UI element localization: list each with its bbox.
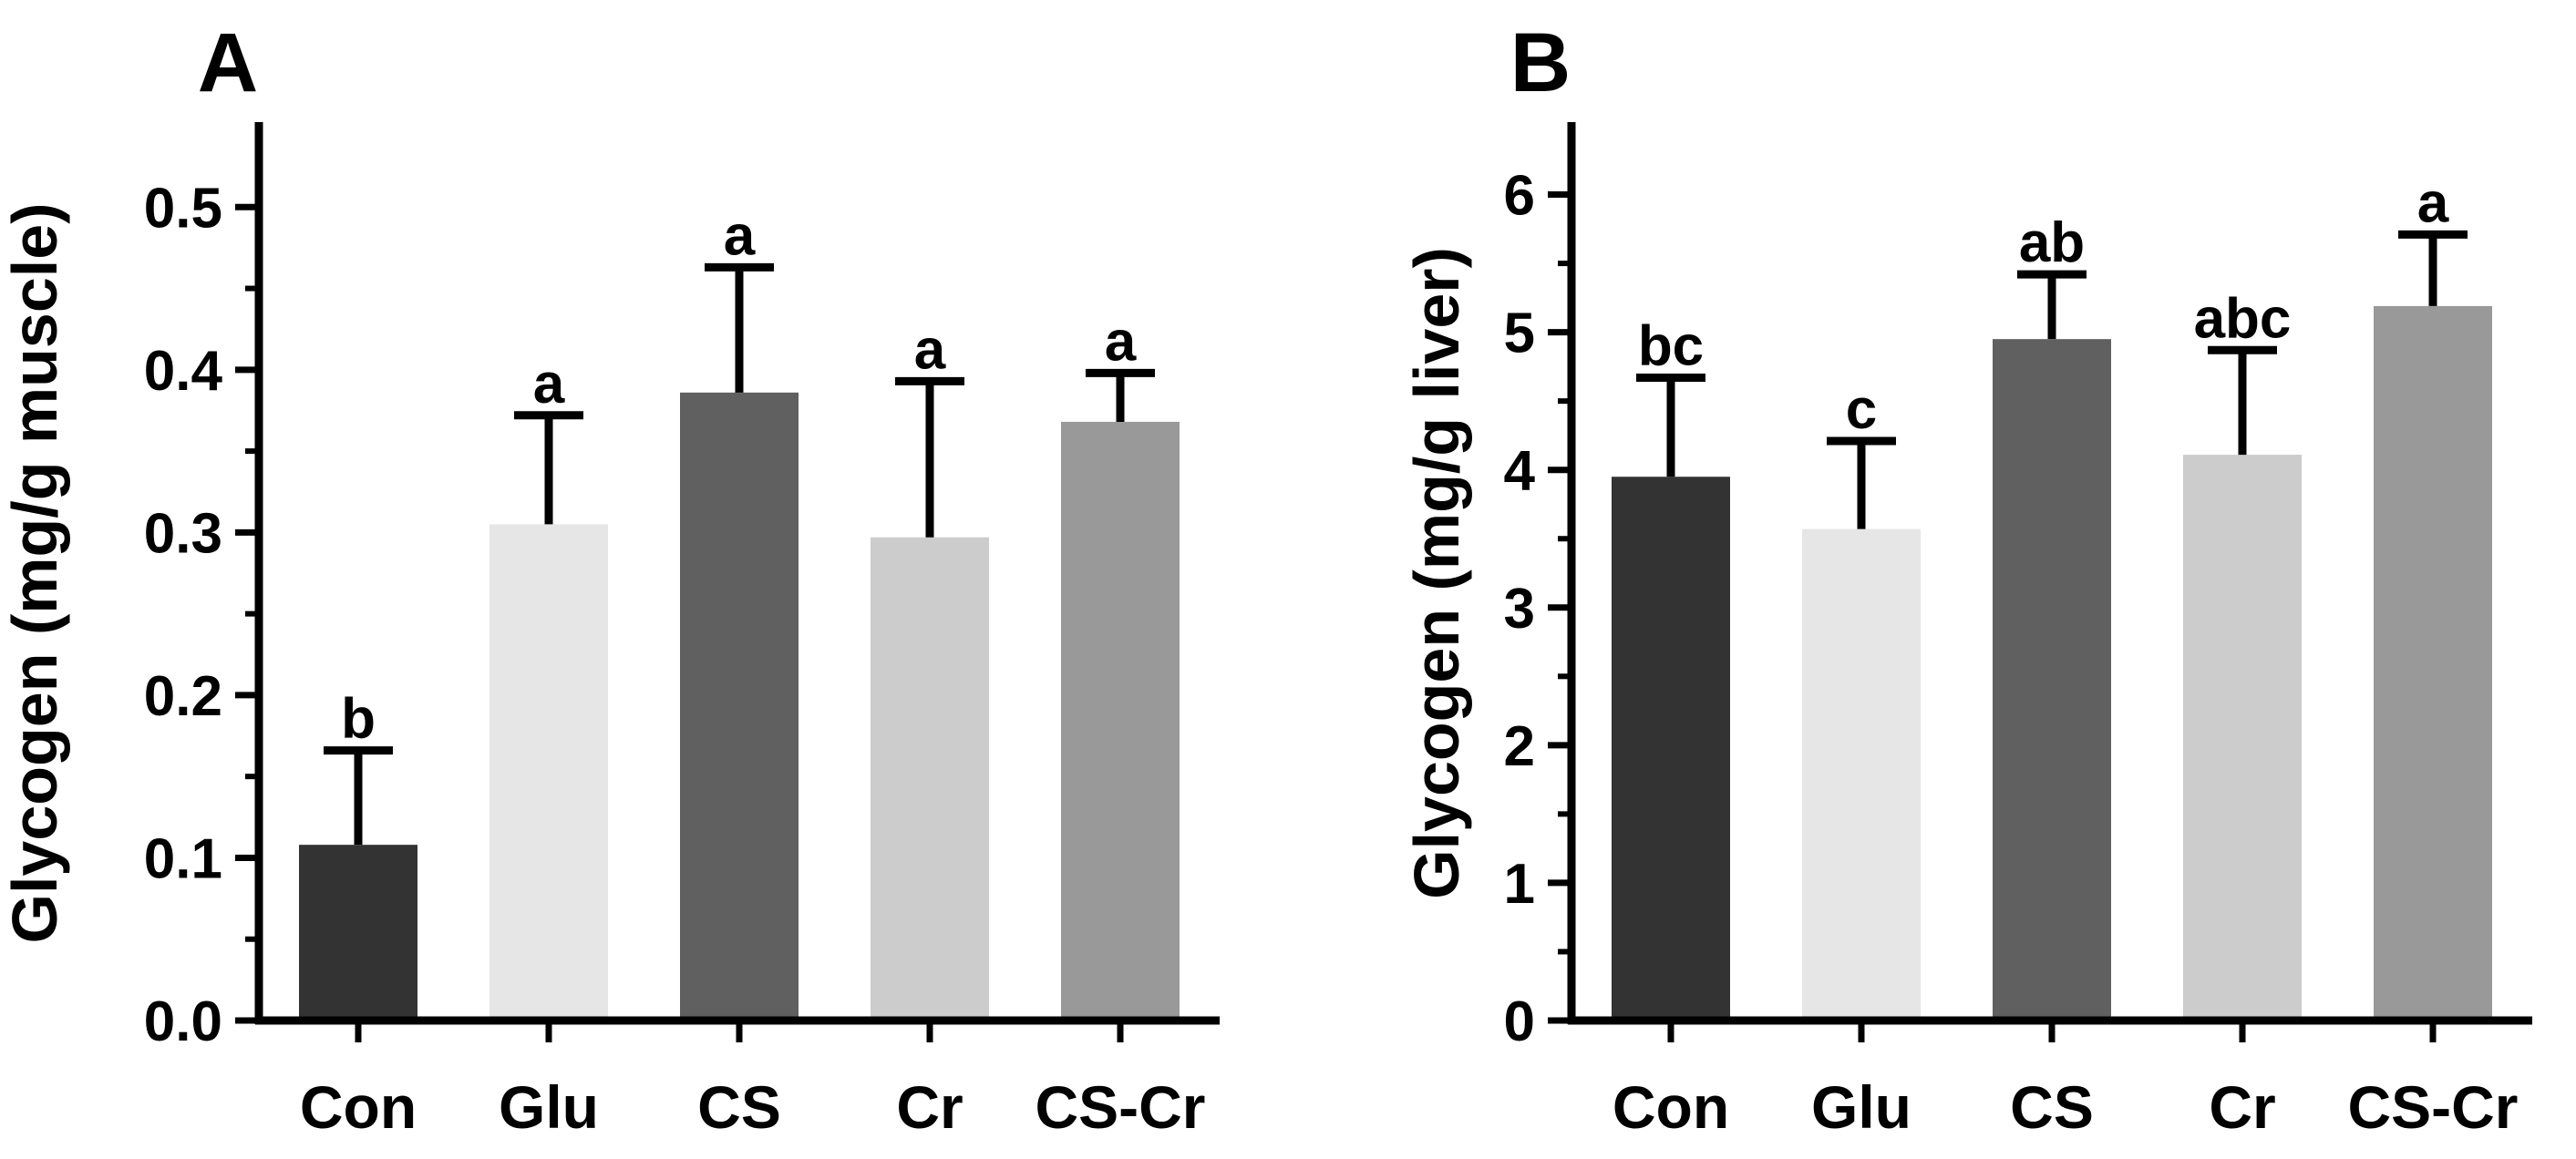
y-tick-label: 6 [1504,165,1535,228]
bar-glu [489,524,608,1021]
y-tick-label: 0.5 [144,177,222,240]
y-tick-label: 1 [1504,853,1535,916]
y-tick-label: 5 [1504,303,1535,365]
bar-cs [1993,339,2111,1021]
bar-cr [871,537,989,1021]
bar-cs-cr [2374,305,2492,1021]
x-tick-label: Glu [1811,1073,1911,1141]
x-tick-label: Cr [2209,1073,2275,1141]
panel-label: B [1510,16,1571,109]
y-tick-label: 0.0 [144,990,222,1053]
significance-letter: a [2417,171,2449,234]
panel-label: A [198,16,258,109]
significance-letter: a [724,204,756,267]
y-axis-label: Glycogen (mg/g liver) [1401,247,1472,899]
x-tick-label: Con [1613,1073,1729,1141]
x-tick-label: CS [697,1073,781,1141]
x-tick-label: Cr [896,1073,963,1141]
x-tick-label: CS [2010,1073,2094,1141]
x-tick-label: Con [300,1073,417,1141]
panel-b: bc Con c Glu ab CS abc Cr a CS-Cr 0 1 2 3 4 5 6 Glycogen … [1401,16,2532,1141]
significance-letter: b [341,688,376,751]
x-tick-label: CS-Cr [2347,1073,2518,1141]
significance-letter: c [1846,378,1877,441]
significance-letter: a [914,318,946,381]
y-tick-label: 0.4 [144,340,223,403]
bar-con [1612,477,1730,1021]
y-tick-label: 3 [1504,578,1535,641]
significance-letter: ab [2019,211,2085,274]
bar-cs-cr [1061,421,1180,1021]
bar-cr [2183,455,2302,1021]
y-tick-label: 0 [1504,990,1535,1053]
significance-letter: a [1105,310,1137,373]
y-tick-label: 2 [1504,715,1535,778]
panel-a: b Con a Glu a CS a Cr a CS-Cr 0.0 0.1 0.2 0.3 0.4 0.5 Gl… [0,16,1220,1141]
y-tick-label: 0.2 [144,665,222,728]
y-axis-label: Glycogen (mg/g muscle) [0,203,70,944]
significance-letter: a [533,353,565,415]
bar-con [299,845,417,1021]
x-tick-label: Glu [499,1073,599,1141]
bar-glu [1802,528,1921,1021]
significance-letter: bc [1638,314,1704,377]
y-tick-label: 0.1 [144,827,222,890]
significance-letter: abc [2194,287,2292,350]
x-tick-label: CS-Cr [1035,1073,1205,1141]
bar-cs [680,392,799,1021]
y-tick-label: 4 [1504,440,1536,503]
y-tick-label: 0.3 [144,502,222,565]
